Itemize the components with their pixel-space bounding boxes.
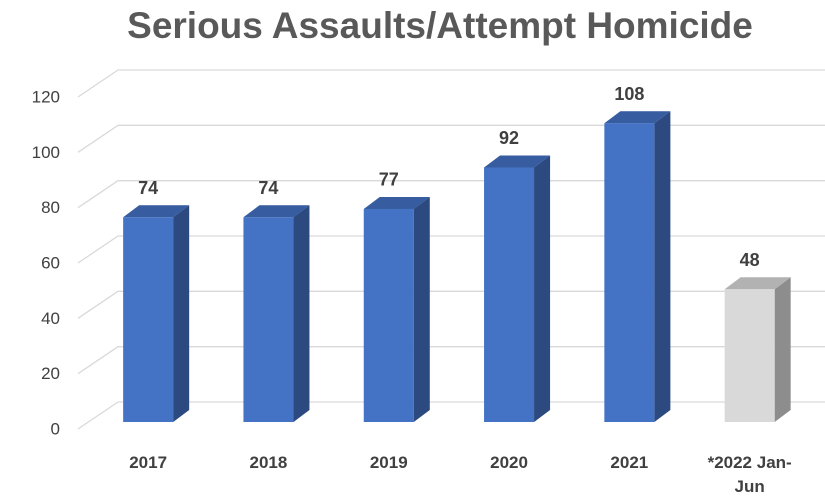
bar-side bbox=[413, 196, 430, 422]
bar-top-shade bbox=[363, 196, 430, 209]
bar-top-shade bbox=[724, 277, 791, 290]
grid-line bbox=[77, 290, 825, 319]
bar-side-shade bbox=[534, 155, 551, 422]
x-tick-label: 2021 bbox=[610, 453, 649, 472]
bar bbox=[243, 217, 294, 422]
bar-top bbox=[363, 196, 430, 209]
value-label: 77 bbox=[379, 170, 399, 190]
bar-side bbox=[534, 155, 551, 422]
grid-line bbox=[77, 235, 825, 264]
grid-line bbox=[77, 401, 825, 430]
grid-line bbox=[77, 346, 825, 375]
y-tick-label: 20 bbox=[41, 364, 60, 383]
y-tick-label: 40 bbox=[41, 309, 60, 328]
bar-side-shade bbox=[774, 277, 791, 422]
bar bbox=[363, 208, 414, 422]
y-tick-label: 0 bbox=[51, 419, 60, 438]
bar-top bbox=[123, 205, 190, 218]
grid-line bbox=[77, 124, 825, 153]
x-tick-label: 2020 bbox=[490, 453, 528, 472]
chart-title: Serious Assaults/Attempt Homicide bbox=[127, 5, 753, 46]
bar-top-shade bbox=[123, 205, 190, 218]
x-tick-label: 2018 bbox=[249, 453, 288, 472]
value-label: 74 bbox=[258, 178, 278, 198]
y-tick-label: 60 bbox=[41, 253, 60, 272]
grid-line bbox=[77, 180, 825, 209]
y-tick-label: 80 bbox=[41, 198, 60, 217]
bar-top bbox=[724, 277, 791, 290]
bar-side-shade bbox=[293, 205, 310, 422]
bar-top bbox=[604, 111, 671, 124]
bar bbox=[604, 123, 655, 422]
grid-line bbox=[77, 69, 825, 98]
x-tick-label: *2022 Jan-Jun bbox=[707, 453, 792, 496]
value-label: 48 bbox=[740, 250, 760, 270]
bar-side bbox=[654, 111, 671, 422]
y-tick-label: 100 bbox=[32, 143, 60, 162]
value-label: 74 bbox=[138, 178, 158, 198]
bar-side-shade bbox=[654, 111, 671, 422]
bar-top bbox=[243, 205, 310, 218]
bar-side-shade bbox=[413, 196, 430, 422]
x-tick-label: 2017 bbox=[129, 453, 168, 472]
bar-side bbox=[774, 277, 791, 422]
bar-side bbox=[293, 205, 310, 422]
bar-side-shade bbox=[173, 205, 190, 422]
bar bbox=[484, 167, 535, 422]
bar bbox=[724, 289, 775, 422]
bar-top bbox=[484, 155, 551, 168]
x-tick-label: 2019 bbox=[369, 453, 408, 472]
bar-top-shade bbox=[604, 111, 671, 124]
bar bbox=[123, 217, 174, 422]
value-label: 92 bbox=[499, 128, 519, 148]
bar-side bbox=[173, 205, 190, 422]
value-label: 108 bbox=[614, 84, 644, 104]
y-tick-label: 120 bbox=[32, 87, 60, 106]
bar-top-shade bbox=[243, 205, 310, 218]
bar-top-shade bbox=[484, 155, 551, 168]
